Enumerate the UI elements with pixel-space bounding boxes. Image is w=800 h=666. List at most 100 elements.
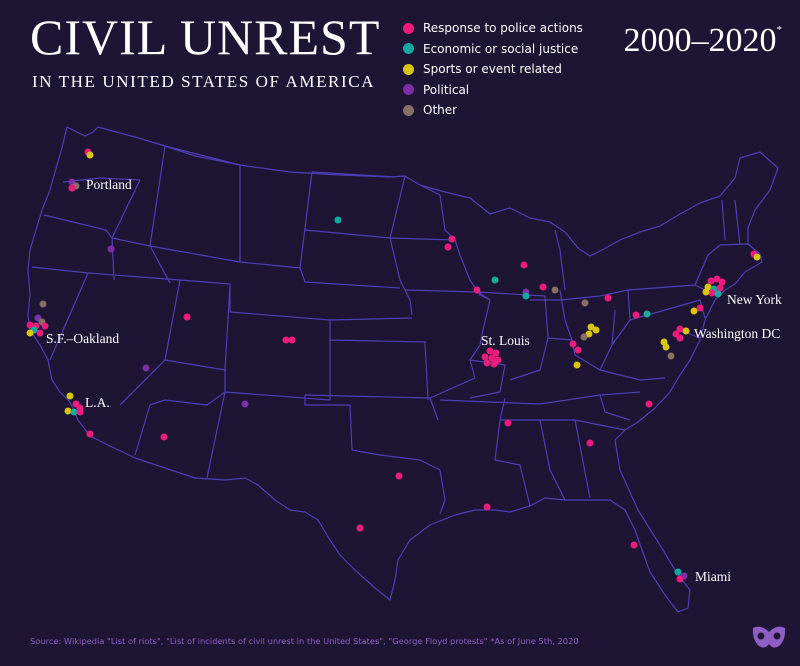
- event-dot: [483, 359, 491, 367]
- event-dot: [586, 439, 594, 447]
- event-dot: [714, 290, 722, 298]
- legend-item-police: Response to police actions: [403, 18, 583, 39]
- event-dot: [486, 347, 494, 355]
- legend-label: Economic or social justice: [423, 41, 579, 56]
- event-dot: [690, 307, 698, 315]
- event-dot: [76, 408, 84, 416]
- legend-item-political: Political: [403, 80, 583, 101]
- page-title: CIVIL UNREST: [30, 9, 381, 65]
- year-range-footnote-mark: *: [776, 24, 783, 36]
- event-dot: [488, 354, 496, 362]
- legend-item-economic: Economic or social justice: [403, 39, 583, 60]
- city-label-st-louis: St. Louis: [481, 333, 530, 348]
- mask-logo-icon: [752, 626, 786, 648]
- event-dot: [448, 235, 456, 243]
- legend-label: Political: [423, 82, 470, 97]
- event-dot: [662, 343, 670, 351]
- legend-swatch: [403, 43, 414, 55]
- event-dot: [64, 407, 72, 415]
- event-dot: [592, 326, 600, 334]
- legend-swatch: [403, 22, 414, 34]
- event-dot: [539, 283, 547, 291]
- legend-swatch: [403, 63, 414, 75]
- city-label-la: L.A.: [85, 395, 110, 410]
- event-dot: [356, 524, 364, 532]
- event-dot: [70, 408, 78, 416]
- legend-label: Response to police actions: [423, 21, 583, 36]
- event-dot: [674, 568, 682, 576]
- event-dot: [492, 349, 500, 357]
- event-dot: [630, 541, 638, 549]
- event-dot: [676, 334, 684, 342]
- event-dot: [483, 503, 491, 511]
- us-outline: [27, 126, 779, 613]
- legend: Response to police actions Economic or s…: [403, 18, 583, 121]
- event-dot: [667, 352, 675, 360]
- event-dot: [551, 286, 559, 294]
- event-dot: [26, 329, 34, 337]
- event-dot: [36, 329, 44, 337]
- year-range-text: 2000–2020: [623, 22, 777, 59]
- event-dot: [490, 360, 498, 368]
- event-dot: [718, 278, 726, 286]
- event-dot: [580, 333, 588, 341]
- city-label-sf-oakland: S.F.–Oakland: [46, 331, 119, 346]
- legend-label: Sports or event related: [423, 62, 562, 77]
- event-dot: [520, 261, 528, 269]
- city-label-washington-dc: Washington DC: [694, 326, 780, 341]
- event-dot: [707, 277, 715, 285]
- event-dot: [183, 313, 191, 321]
- state-borders: [27, 126, 779, 613]
- event-dot: [86, 430, 94, 438]
- event-dot: [573, 361, 581, 369]
- source-note: Source: Wikipedia "List of riots", "List…: [30, 636, 579, 646]
- event-dot: [282, 336, 290, 344]
- state-lines: [31, 145, 749, 515]
- event-dot: [160, 433, 168, 441]
- event-dot: [86, 151, 94, 159]
- event-dot: [395, 472, 403, 480]
- event-dot: [26, 321, 34, 329]
- event-dot: [676, 575, 684, 583]
- event-dot: [41, 322, 49, 330]
- event-dot: [444, 243, 452, 251]
- event-dot: [481, 353, 489, 361]
- event-dot: [581, 299, 589, 307]
- event-dot: [696, 304, 704, 312]
- event-dot: [334, 216, 342, 224]
- event-dots: [26, 148, 761, 583]
- city-labels: Portland S.F.–Oakland L.A. St. Louis New…: [46, 177, 782, 584]
- legend-item-sports: Sports or event related: [403, 59, 583, 80]
- legend-swatch: [403, 84, 414, 96]
- event-dot: [682, 327, 690, 335]
- event-dot: [574, 346, 582, 354]
- event-dot: [68, 184, 76, 192]
- page-subtitle: IN THE UNITED STATES OF AMERICA: [32, 72, 376, 91]
- event-dot: [708, 289, 716, 297]
- event-dot: [491, 276, 499, 284]
- year-range: 2000–2020*: [624, 22, 783, 60]
- event-dot: [522, 292, 530, 300]
- event-dot: [643, 310, 651, 318]
- event-dot: [569, 340, 577, 348]
- legend-swatch: [403, 104, 414, 116]
- event-dot: [753, 253, 761, 261]
- event-dot: [676, 325, 684, 333]
- event-dot: [702, 288, 710, 296]
- city-label-miami: Miami: [695, 569, 731, 584]
- legend-item-other: Other: [403, 100, 583, 121]
- event-dot: [632, 311, 640, 319]
- event-dot: [107, 245, 115, 253]
- event-dot: [716, 284, 724, 292]
- event-dot: [66, 392, 74, 400]
- city-label-portland: Portland: [86, 177, 132, 192]
- event-dot: [142, 364, 150, 372]
- event-dot: [288, 336, 296, 344]
- event-dot: [241, 400, 249, 408]
- event-dot: [645, 400, 653, 408]
- event-dot: [39, 300, 47, 308]
- event-dot: [604, 294, 612, 302]
- event-dot: [504, 419, 512, 427]
- city-label-new-york: New York: [727, 292, 782, 307]
